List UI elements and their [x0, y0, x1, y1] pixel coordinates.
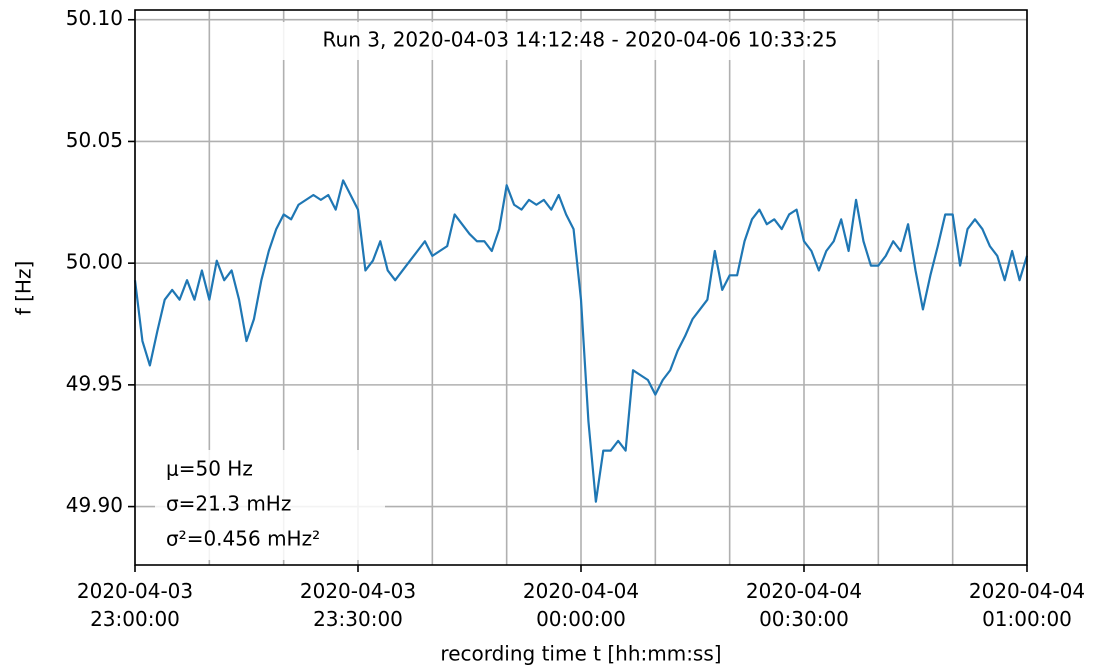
y-axis-label: f [Hz]	[12, 261, 36, 316]
annotation-box	[155, 450, 385, 560]
annotation: μ=50 Hz	[166, 457, 253, 481]
plot-frame	[134, 9, 1028, 566]
y-tick-label: 49.90	[66, 493, 123, 517]
title-box	[250, 22, 910, 60]
y-tick-label: 50.10	[66, 6, 123, 30]
y-tick-label: 50.05	[66, 128, 123, 152]
x-tick-label: 2020-04-04 00:00:00	[523, 579, 639, 631]
x-axis-label: recording time t [hh:mm:ss]	[440, 642, 721, 666]
annotation: σ=21.3 mHz	[166, 492, 291, 516]
y-tick-label: 49.95	[66, 371, 123, 395]
data-line	[133, 179, 1029, 503]
x-tick-label: 2020-04-04 00:30:00	[746, 579, 862, 631]
chart-title: Run 3, 2020-04-03 14:12:48 - 2020-04-06 …	[323, 28, 838, 52]
y-tick-label: 50.00	[66, 250, 123, 274]
x-tick-label: 2020-04-04 01:00:00	[969, 579, 1085, 631]
annotation: σ²=0.456 mHz²	[166, 527, 320, 551]
x-tick-label: 2020-04-03 23:30:00	[300, 579, 416, 631]
x-tick-label: 2020-04-03 23:00:00	[77, 579, 193, 631]
